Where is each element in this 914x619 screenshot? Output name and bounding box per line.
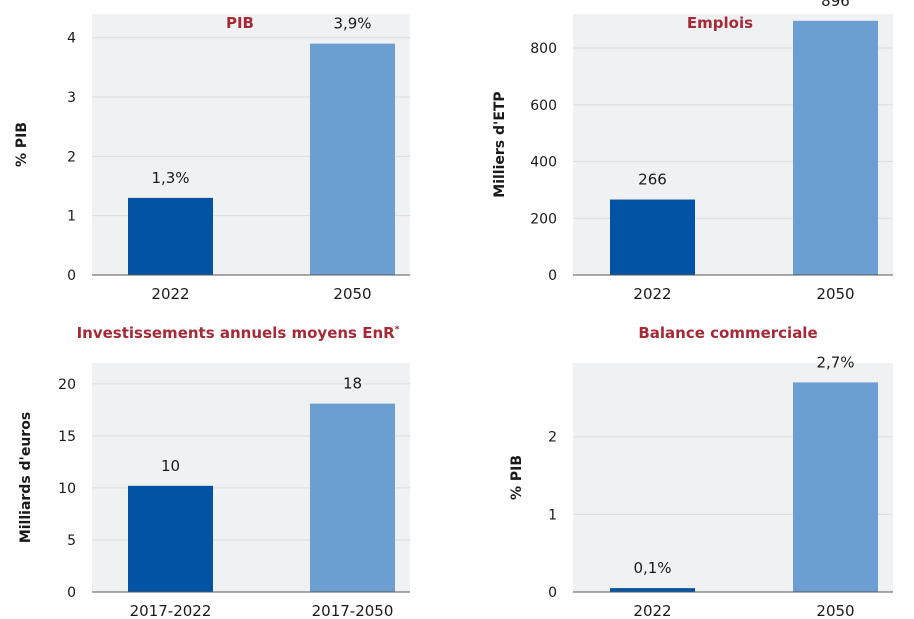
y-tick-label: 10	[58, 481, 76, 497]
bar-2050	[310, 43, 395, 276]
data-label: 266	[638, 171, 667, 189]
y-tick-label: 2	[548, 430, 557, 446]
y-axis-label: Milliards d'euros	[18, 412, 34, 543]
y-tick-label: 200	[530, 211, 557, 227]
x-tick-label: 2022	[151, 285, 189, 303]
y-tick-label: 3	[67, 90, 76, 106]
y-tick-label: 0	[67, 268, 76, 284]
x-tick-label: 2017-2050	[312, 602, 394, 619]
y-tick-label: 600	[530, 98, 557, 114]
bar-2050	[793, 382, 878, 592]
x-tick-label: 2050	[333, 285, 371, 303]
data-label: 3,9%	[333, 15, 371, 33]
x-tick-label: 2022	[633, 602, 671, 619]
x-tick-label: 2017-2022	[130, 602, 212, 619]
y-tick-label: 800	[530, 41, 557, 57]
x-tick-label: 2022	[633, 285, 671, 303]
y-tick-label: 0	[548, 585, 557, 601]
y-tick-label: 20	[58, 377, 76, 393]
y-axis-label: % PIB	[509, 455, 525, 500]
y-tick-label: 0	[67, 585, 76, 601]
bar-2017-2050	[310, 403, 395, 592]
x-tick-label: 2050	[816, 285, 854, 303]
y-tick-label: 0	[548, 268, 557, 284]
chart-title: PIB	[226, 14, 254, 32]
x-tick-label: 2050	[816, 602, 854, 619]
chart-panel-2: 0 200 400 600 800 266 2022 896 2050 Emplois Millie…	[492, 0, 893, 303]
y-axis-label: % PIB	[14, 122, 30, 167]
bar-2017-2022	[128, 485, 213, 592]
chart-title: Investissements annuels moyens EnR*	[77, 324, 400, 342]
y-tick-label: 2	[67, 149, 76, 165]
chart-title: Balance commerciale	[638, 324, 817, 342]
data-label: 10	[161, 457, 180, 475]
title-superscript: *	[395, 325, 400, 335]
y-tick-label: 1	[67, 209, 76, 225]
y-tick-label: 400	[530, 155, 557, 171]
y-axis-label: Milliers d'ETP	[492, 91, 508, 197]
bar-2022	[610, 199, 695, 275]
y-tick-label: 15	[58, 429, 76, 445]
chart-panel-1: 0 1 2 3 4 1,3% 2022 3,9% 2050 PIB % PIB	[14, 14, 410, 303]
y-tick-label: 4	[67, 31, 76, 47]
data-label: 0,1%	[633, 559, 671, 577]
data-label: 18	[343, 375, 362, 393]
y-tick-label: 1	[548, 507, 557, 523]
y-tick-label: 5	[67, 533, 76, 549]
chart-panel-3: 0 5 10 15 20 10 2017-2022 18 2017-2050 Investisse…	[18, 324, 410, 619]
data-label: 2,7%	[816, 353, 854, 371]
chart-panel-4: 0 1 2 0,1% 2022 2,7% 2050 Balance commerciale % …	[509, 324, 893, 619]
bar-2022	[128, 197, 213, 275]
chart-title: Emplois	[687, 14, 753, 32]
data-label: 896	[821, 0, 850, 10]
bar-2022	[610, 588, 695, 592]
data-label: 1,3%	[151, 169, 189, 187]
bar-2050	[793, 20, 878, 275]
